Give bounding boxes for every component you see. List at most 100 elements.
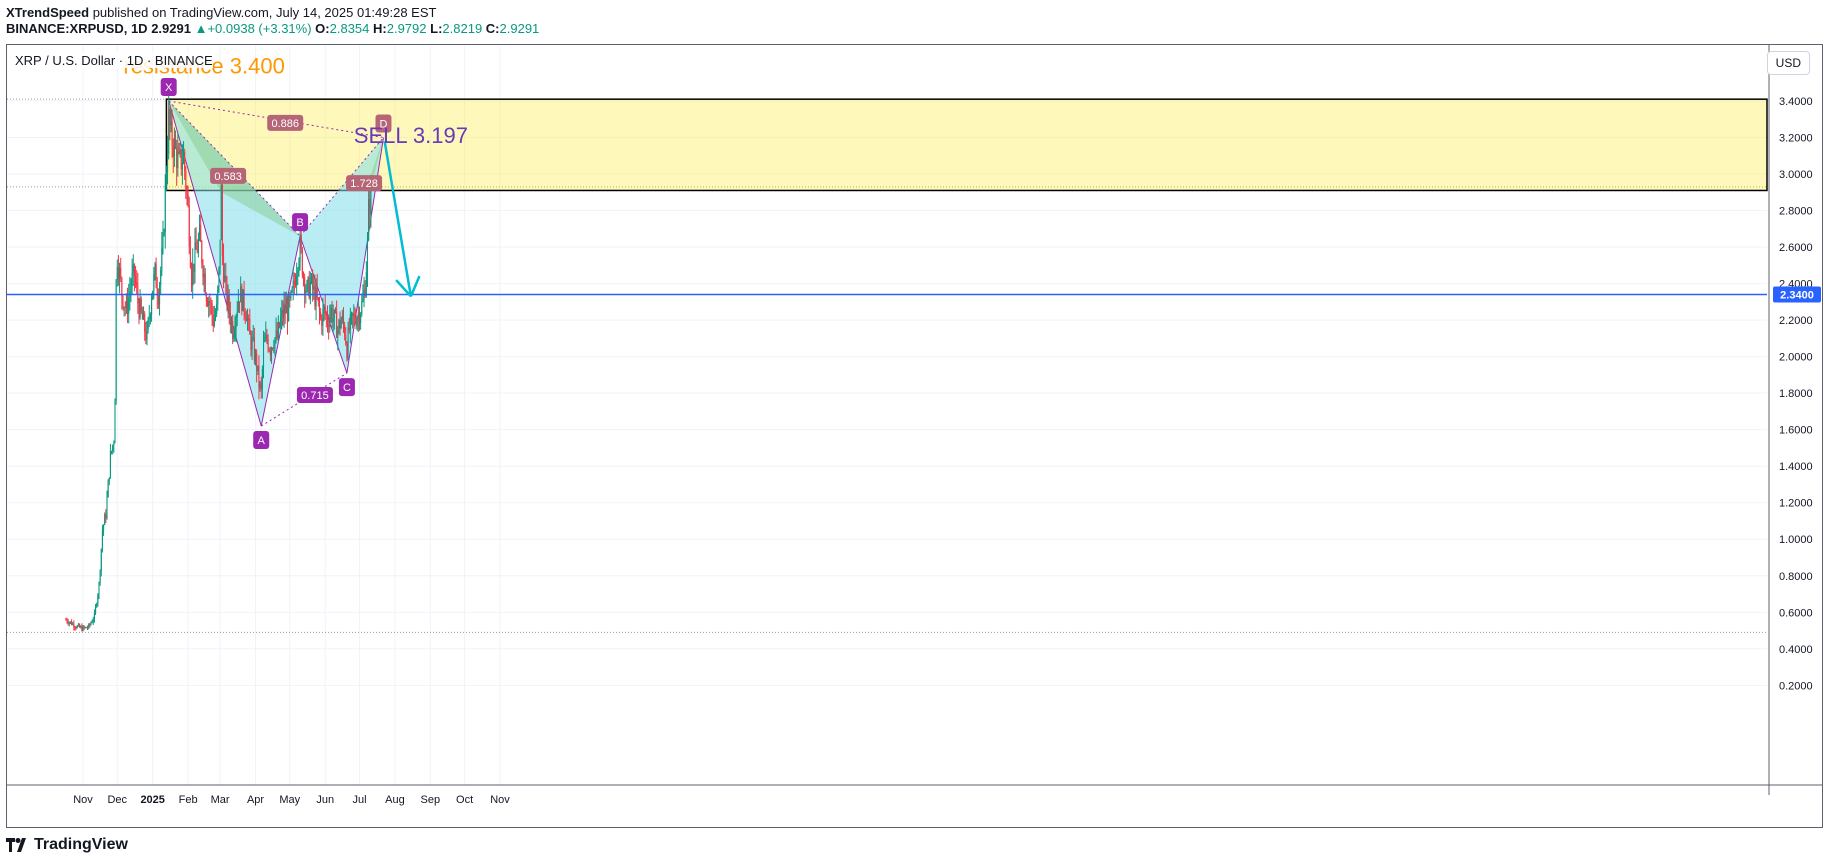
candle-body xyxy=(274,338,276,348)
candle-body xyxy=(249,318,251,335)
y-tick-label: 1.6000 xyxy=(1779,425,1813,437)
candle-body xyxy=(348,327,350,330)
candle-body xyxy=(232,321,234,339)
symbol-label: BINANCE:XRPUSD, 1D xyxy=(6,21,148,36)
candle-body xyxy=(84,627,86,629)
currency-button[interactable]: USD xyxy=(1766,51,1810,75)
candle-body xyxy=(98,582,100,595)
candle-body xyxy=(140,298,142,312)
y-tick-label: 3.2000 xyxy=(1779,133,1813,145)
candle-body xyxy=(242,289,244,312)
x-tick-label: Feb xyxy=(179,794,198,806)
candle-body xyxy=(306,283,308,291)
candle-body xyxy=(172,146,174,157)
low-label: L: xyxy=(430,21,443,36)
price-line-tag[interactable] xyxy=(1773,286,1821,303)
candle-body xyxy=(219,239,221,268)
candle-body xyxy=(273,347,275,349)
candle-body xyxy=(193,263,195,272)
candle-body xyxy=(141,311,143,320)
candle-body xyxy=(328,325,330,327)
x-tick-label: Jun xyxy=(316,794,334,806)
candle-body xyxy=(173,138,175,157)
candle-body xyxy=(358,312,361,324)
candle-body xyxy=(127,300,129,314)
candle-body xyxy=(262,341,265,370)
candle-body xyxy=(176,147,178,168)
candle-body xyxy=(195,242,197,250)
candle-body xyxy=(297,270,299,276)
resistance-zone[interactable] xyxy=(165,98,1768,192)
candle-body xyxy=(353,314,355,316)
candle-body xyxy=(224,275,226,282)
candle-body xyxy=(135,276,137,283)
candle-body xyxy=(350,313,353,315)
candle-body xyxy=(75,627,77,629)
candle-body xyxy=(186,189,188,195)
ratio-label: 1.728 xyxy=(350,178,378,190)
candle-body xyxy=(205,294,207,302)
x-tick-label: Jul xyxy=(352,794,366,806)
candle-body xyxy=(361,300,363,315)
candle-body xyxy=(196,249,198,253)
candle-body xyxy=(248,318,250,320)
candle-body xyxy=(369,198,371,214)
candle-body xyxy=(304,277,306,294)
candle-body xyxy=(82,626,84,631)
y-tick-label: 1.8000 xyxy=(1779,388,1813,400)
high-label: H: xyxy=(373,21,387,36)
x-tick-label: Nov xyxy=(490,794,510,806)
candle-body xyxy=(179,149,181,153)
candle-body xyxy=(214,314,217,319)
candle-body xyxy=(285,305,287,314)
candle-body xyxy=(283,304,285,318)
candle-body xyxy=(310,275,313,282)
candle-body xyxy=(161,247,163,271)
candle-body xyxy=(107,480,109,498)
candle-body xyxy=(226,280,228,306)
candle-body xyxy=(81,626,83,631)
candle-body xyxy=(122,296,124,308)
ratio-label-box xyxy=(210,167,247,184)
candle-body xyxy=(230,321,233,326)
ratio-label-box xyxy=(346,175,383,192)
ratio-label-box xyxy=(296,386,333,403)
y-tick-label: 1.0000 xyxy=(1779,534,1813,546)
chart-frame[interactable]: XRP / U.S. Dollar · 1D · BINANCE USD 0.8… xyxy=(6,44,1823,828)
candle-body xyxy=(146,329,148,341)
candle-body xyxy=(76,625,78,628)
candle-body xyxy=(99,571,101,583)
candle-body xyxy=(212,314,214,327)
y-tick-label: 1.4000 xyxy=(1779,461,1813,473)
y-tick-label: 3.4000 xyxy=(1779,96,1813,108)
candle-body xyxy=(174,138,177,148)
candle-body xyxy=(318,301,321,313)
candle-body xyxy=(184,151,186,171)
candle-body xyxy=(234,329,236,333)
footer-brand: TradingView xyxy=(6,836,128,854)
candle-body xyxy=(331,307,333,323)
candle-body xyxy=(218,267,220,287)
candle-body xyxy=(91,621,93,623)
candle-body xyxy=(210,302,212,304)
candle-body xyxy=(293,280,295,285)
candle-body xyxy=(204,273,206,295)
candle-body xyxy=(105,514,107,518)
candle-body xyxy=(245,317,247,322)
candle-body xyxy=(227,294,229,306)
candle-body xyxy=(109,451,111,478)
candle-body xyxy=(332,317,334,323)
candle-body xyxy=(65,619,67,621)
candle-body xyxy=(336,311,338,338)
candle-body xyxy=(168,108,170,154)
candle-body xyxy=(301,248,303,276)
candle-body xyxy=(300,235,302,249)
candle-body xyxy=(117,267,119,279)
candle-body xyxy=(329,316,331,327)
x-tick-label: Oct xyxy=(456,794,473,806)
candle-body xyxy=(221,185,223,257)
candle-body xyxy=(322,308,324,326)
y-tick-label: 0.2000 xyxy=(1779,680,1813,692)
candle-body xyxy=(281,310,283,317)
